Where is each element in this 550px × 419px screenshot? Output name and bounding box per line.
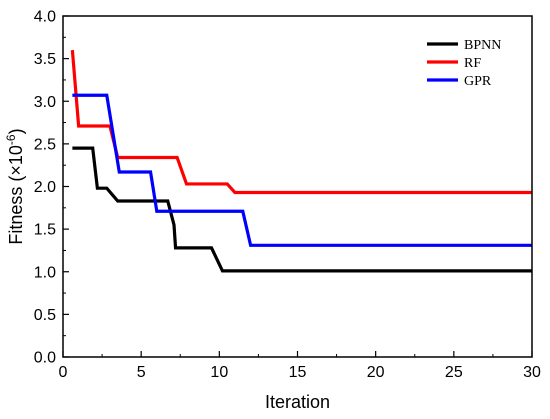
y-tick-label: 1.0: [34, 264, 56, 281]
y-axis-title-exponent: -6: [4, 134, 18, 145]
plot-frame: [62, 15, 533, 358]
axis-ticks: [62, 15, 533, 358]
x-tick-label: 10: [210, 364, 228, 381]
y-tick-label: 2.5: [34, 136, 56, 153]
series-lines: [70, 49, 532, 273]
y-tick-label: 3.5: [34, 51, 56, 68]
y-tick-label: 0.0: [34, 350, 56, 367]
y-tick-label: 0.5: [34, 307, 56, 324]
series-line-bpnn: [72, 146, 532, 273]
x-axis-title: Iteration: [265, 392, 330, 412]
legend: BPNN RF GPR: [427, 38, 501, 89]
y-axis-title-text: Fitness (×10: [6, 145, 26, 245]
series-line-gpr: [72, 93, 532, 247]
y-axis-title-close: ): [6, 128, 26, 134]
y-tick-label: 2.0: [34, 179, 56, 196]
y-tick-label: 4.0: [34, 9, 56, 26]
x-tick-label: 5: [137, 364, 146, 381]
x-tick-label: 20: [367, 364, 385, 381]
x-tick-label: 0: [59, 364, 68, 381]
legend-label-gpr: GPR: [464, 74, 492, 89]
x-tick-label: 15: [289, 364, 307, 381]
legend-label-bpnn: BPNN: [464, 38, 501, 53]
y-tick-label: 3.0: [34, 94, 56, 111]
legend-label-rf: RF: [464, 56, 481, 71]
x-tick-label: 25: [445, 364, 463, 381]
x-tick-label: 30: [523, 364, 541, 381]
series-line-rf: [70, 49, 532, 195]
axis-tick-labels: 0 5 10 15 20 25 30 0.0 0.5 1.0 1.5 2.0 2.5 3.0 3.5 4.0: [34, 9, 541, 382]
y-tick-label: 1.5: [34, 222, 56, 239]
y-axis-title: Fitness (×10-6): [4, 128, 26, 244]
